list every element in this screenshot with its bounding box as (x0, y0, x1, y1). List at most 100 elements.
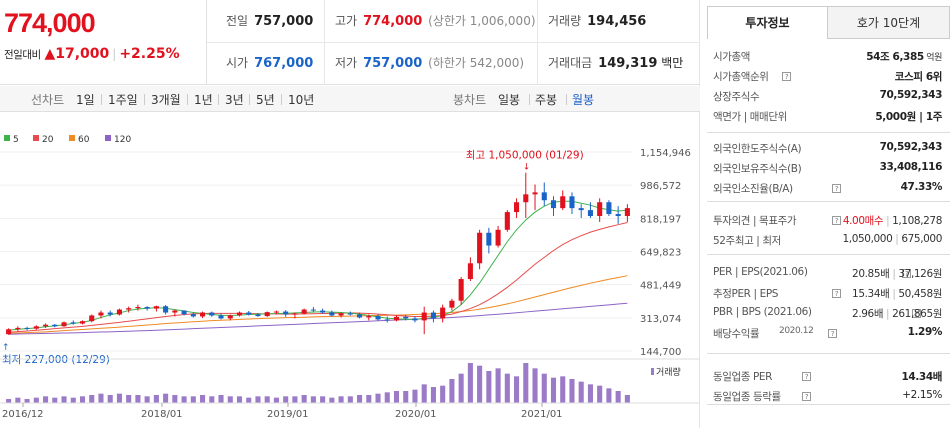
candle (163, 306, 169, 313)
candle (310, 309, 316, 311)
help-icon[interactable]: ? (828, 329, 837, 338)
candle (6, 329, 12, 335)
volume-bar (532, 368, 538, 403)
tab-1w[interactable]: 1주일 (108, 93, 138, 107)
invest-row-label: 외국인보유주식수(B) (713, 163, 802, 175)
help-icon[interactable]: ? (802, 392, 811, 401)
y-tick-label: 986,572 (640, 181, 681, 192)
invest-row-value: 54조 6,385 억원 (866, 51, 942, 63)
invest-row-value: 70,592,343 (879, 141, 943, 153)
help-icon[interactable]: ? (902, 269, 911, 278)
volume: 거래량 194,456 (548, 14, 647, 29)
volume-bar (587, 384, 593, 403)
invest-row: 동일업종 등락률? +2.15% (707, 389, 950, 406)
x-tick-label: 2016/12 (2, 409, 44, 420)
candle (43, 324, 49, 327)
help-icon[interactable]: ? (782, 72, 791, 81)
tab-5y[interactable]: 5년 (256, 93, 275, 107)
invest-section-1: 시가총액 54조 6,385 억원 시가총액순위? 코스피 6위 상장주식수 70,592… (707, 45, 950, 133)
tab-invest-info[interactable]: 투자정보 (707, 6, 828, 39)
volume-bar (578, 381, 584, 403)
volume-bar (218, 395, 224, 403)
invest-row-label: 동일업종 등락률 (713, 391, 781, 403)
volume-bar (384, 392, 390, 403)
quote-panel: 774,000 전일대비 ▲17,000 | +2.25% 전일 757,000 고가… (0, 0, 700, 428)
candle (504, 212, 510, 230)
volume-bar (375, 393, 381, 403)
x-tick-label: 2019/01 (267, 409, 309, 420)
volume-bar (421, 384, 427, 403)
candle (135, 307, 141, 309)
invest-row: PBR | BPS (2021.06)? 2.96배 | 261,865원 (707, 306, 950, 323)
invest-row-label: 동일업종 PER (713, 371, 773, 383)
candle (200, 312, 206, 317)
tab-3y[interactable]: 3년 (225, 93, 244, 107)
volume-bar (15, 397, 21, 403)
volume-bar (458, 373, 464, 403)
volume-bar (347, 396, 353, 403)
volume-bar (624, 395, 630, 403)
candle (532, 192, 538, 195)
volume-bar (181, 396, 187, 403)
volume-bar (514, 376, 520, 403)
invest-row: 배당수익률 2020.12? 1.29% (707, 326, 950, 343)
tab-candle-chart[interactable]: 봉차트 (453, 93, 487, 107)
tab-3m[interactable]: 3개월 (151, 93, 181, 107)
current-price: 774,000 (4, 8, 96, 38)
candle (209, 312, 215, 316)
candle (449, 300, 455, 308)
volume-bar (320, 396, 326, 403)
candle (79, 321, 86, 324)
invest-row: 추정PER | EPS? 15.34배 | 50,458원 (707, 286, 950, 303)
tab-weekly[interactable]: 주봉 (535, 93, 558, 107)
volume-bar (172, 395, 178, 403)
legend-label: 60 (78, 135, 90, 145)
volume-bar (393, 391, 400, 403)
invest-row-value: 1,050,000 | 675,000 (842, 233, 943, 245)
prev-close: 전일 757,000 (226, 14, 314, 29)
invest-row-value: 코스피 6위 (894, 71, 943, 83)
volume-bar (190, 396, 196, 403)
y-tick-label: 144,700 (640, 347, 681, 358)
candle (458, 279, 464, 301)
tab-monthly[interactable]: 월봉 (572, 93, 595, 107)
volume-bar (495, 368, 501, 403)
tab-10y[interactable]: 10년 (288, 93, 315, 107)
candle (320, 310, 326, 313)
volume-bar (430, 387, 436, 403)
tab-line-chart[interactable]: 선차트 (31, 93, 65, 107)
volume-bar (486, 371, 492, 403)
invest-row: 액면가 | 매매단위 5,000원 | 1주 (707, 109, 950, 126)
tab-daily[interactable]: 일봉 (498, 93, 521, 107)
legend-swatch (33, 135, 39, 141)
ma60-line (8, 275, 628, 334)
candle (144, 307, 150, 309)
help-icon[interactable]: ? (832, 184, 841, 193)
volume-bar (541, 373, 547, 403)
help-icon[interactable]: ? (832, 216, 841, 225)
invest-row: 외국인소진율(B/A)? 47.33% (707, 181, 950, 198)
volume-bar (606, 388, 612, 403)
help-icon[interactable]: ? (802, 372, 811, 381)
invest-row: 투자의견 | 목표주가? 4.00매수 | 1,108,278 (707, 213, 950, 230)
tab-1y[interactable]: 1년 (194, 93, 213, 107)
volume-bar (236, 396, 243, 403)
candle (440, 307, 446, 319)
tab-1d[interactable]: 1일 (76, 93, 95, 107)
volume-bar (227, 396, 233, 403)
invest-row-label: 52주최고 | 최저 (713, 235, 781, 247)
invest-row-value: 15.34배 | 50,458원 (852, 288, 942, 300)
candle (357, 314, 363, 318)
up-arrow-icon: ↑ (2, 343, 10, 353)
volume-bar (153, 395, 159, 403)
help-icon[interactable]: ? (912, 309, 921, 318)
invest-row: PER | EPS(2021.06)? 20.85배 | 37,126원 (707, 266, 950, 283)
volume-bar (504, 373, 510, 403)
legend-label: 120 (114, 135, 131, 145)
invest-row-value: 47.33% (900, 181, 943, 193)
volume-bar (6, 399, 12, 403)
invest-row: 시가총액 54조 6,385 억원 (707, 49, 950, 66)
candle (264, 312, 270, 317)
help-icon[interactable]: ? (832, 289, 841, 298)
tab-orderbook[interactable]: 호가 10단계 (828, 6, 950, 39)
